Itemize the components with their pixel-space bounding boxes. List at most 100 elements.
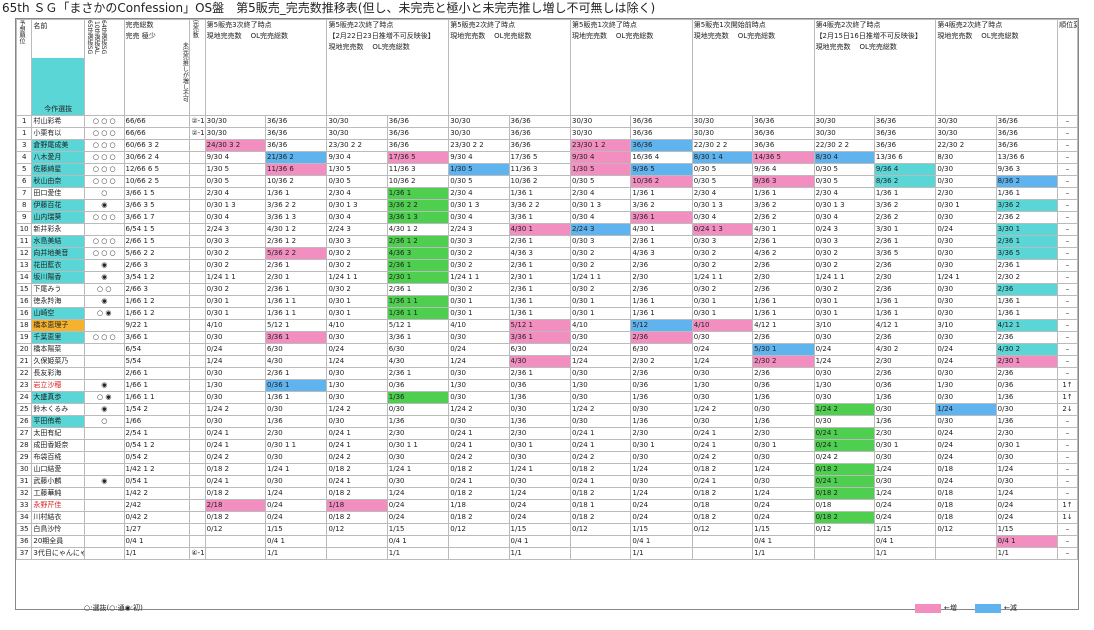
name-cell: 成田香姫奈 (31, 439, 86, 452)
sales-cell: 1/1 (873, 547, 937, 560)
sales-cell: 2/36 1 (386, 367, 450, 380)
sales-cell: 0/12 (326, 523, 388, 536)
sales-cell: 4/36 3 (508, 247, 572, 260)
flags-cell: ○ ◉ (84, 391, 125, 404)
sales-cell: 5/30 1 (752, 343, 815, 356)
sales-cell: 2/36 1 (264, 367, 328, 380)
sales-cell: 1/15 (264, 523, 328, 536)
sales-cell: 0/30 3 (813, 235, 875, 248)
sales-cell: 1/24 (326, 355, 388, 368)
sales-cell: 0/30 (204, 391, 267, 404)
sales-cell: 30/30 (691, 115, 754, 128)
total-cell: 60/66 3 2 (123, 139, 191, 152)
sales-cell: 1/1 (995, 547, 1059, 560)
sales-cell: 1/1 (508, 547, 572, 560)
sales-cell: 2/36 1 (508, 367, 572, 380)
sales-cell: 0/24 (569, 343, 632, 356)
sales-cell: 2/30 4 (448, 187, 510, 200)
sales-cell: 0/30 1 (752, 439, 815, 452)
sales-cell: 22/30 2 (935, 139, 997, 152)
sales-cell: 0/24 (264, 499, 328, 512)
sales-cell: 10/36 2 (386, 175, 450, 188)
sales-cell (326, 535, 388, 548)
name-cell: 八木愛月 (31, 151, 86, 164)
sales-cell: 9/36 3 (752, 175, 815, 188)
sales-cell: 2/36 2 (873, 211, 937, 224)
sales-cell: 3/36 2 (630, 199, 693, 212)
rank-change-cell: – (1057, 415, 1078, 428)
sales-cell: 30/30 (326, 127, 388, 140)
sales-cell: 0/12 (448, 523, 510, 536)
table-row: 1 小栗有以 ○ ○ ○ 66/66 ②-1 30/30 36/36 30/30 36/36 30… (15, 127, 1078, 140)
sales-cell: 0/30 (386, 451, 450, 464)
total-cell: 1/66 1 1 (123, 391, 191, 404)
sales-cell: 0/30 (386, 403, 450, 416)
sales-cell: 0/18 1 (569, 499, 632, 512)
sales-cell: 30/30 (448, 115, 510, 128)
sales-cell: 0/30 1 (569, 307, 632, 320)
sales-cell: 1/36 (995, 391, 1059, 404)
sales-cell: 0/24 2 (448, 451, 510, 464)
sales-cell: 36/36 (508, 127, 572, 140)
rank-cell: 7 (15, 187, 33, 200)
table-row: 4 八木愛月 ○ ○ ○ 30/66 2 4 9/30 4 21/36 2 9/30 4 17… (15, 151, 1078, 164)
kansoku-cell: ②-1 (189, 127, 206, 140)
rank-change-cell: – (1057, 283, 1078, 296)
sales-cell: 0/30 5 (569, 175, 632, 188)
sales-cell: 9/36 4 (752, 163, 815, 176)
rank-cell: 14 (15, 271, 33, 284)
sales-cell: 1/36 (752, 391, 815, 404)
current-selection-label: 今作選抜 (32, 104, 84, 115)
total-cell: 1/66 1 2 (123, 295, 191, 308)
sales-cell: 30/30 (935, 115, 997, 128)
sales-cell: 23/30 2 2 (326, 139, 388, 152)
sales-cell: 0/24 (873, 511, 937, 524)
sales-cell: 0/30 (204, 415, 267, 428)
sales-cell: 2/36 (630, 367, 693, 380)
name-cell: 小栗有以 (31, 127, 86, 140)
sales-cell: 30/30 (935, 127, 997, 140)
sales-cell: 2/36 1 (508, 235, 572, 248)
rank-cell: 5 (15, 163, 33, 176)
sales-cell: 0/30 (935, 391, 997, 404)
sales-cell: 0/30 1 (508, 439, 572, 452)
sales-cell: 36/36 (264, 127, 328, 140)
kansoku-cell: ②-1 (189, 115, 206, 128)
total-cell: 66/66 (123, 127, 191, 140)
sales-cell: 36/36 (264, 115, 328, 128)
sales-cell: 0/30 (569, 415, 632, 428)
sales-cell: 4/12 1 (873, 319, 937, 332)
table-row: 3 倉野尾成美 ○ ○ ○ 60/66 3 2 24/30 3 2 36/36 23/30 … (15, 139, 1078, 152)
rank-change-cell: – (1057, 295, 1078, 308)
sales-cell: 0/30 (448, 331, 510, 344)
sales-cell: 0/30 1 3 (813, 199, 875, 212)
sales-cell: 0/30 1 3 (326, 199, 388, 212)
total-cell: 6/54 (123, 343, 191, 356)
flags-cell (84, 547, 125, 560)
table-row: 1 村山彩希 ○ ○ ○ 66/66 ②-1 30/30 36/36 30/30 36/36 30… (15, 115, 1078, 128)
sales-cell: 1/24 (630, 487, 693, 500)
rank-change-cell: – (1057, 331, 1078, 344)
table-row: 12 向井地美音 ○ ○ ○ 5/66 2 2 0/30 2 5/36 2 2 0/30 2… (15, 247, 1078, 260)
sales-cell: 2/30 1 (386, 271, 450, 284)
sales-cell: 30/30 (813, 115, 875, 128)
sales-cell: 0/30 (264, 475, 328, 488)
total-cell: 1/27 (123, 523, 191, 536)
sales-cell: 0/30 (204, 367, 267, 380)
total-cell: 1/66 (123, 415, 191, 428)
sales-cell: 23/30 2 2 (448, 139, 510, 152)
sales-cell: 0/24 1 (448, 475, 510, 488)
sales-cell: 36/36 (630, 115, 693, 128)
table-row: 16 徳永羚海 ◉ 1/66 1 2 0/30 1 1/36 1 1 0/30 1 1/36 … (15, 295, 1078, 308)
sales-cell: 4/10 (326, 319, 388, 332)
sales-cell: 30/30 (204, 127, 267, 140)
sales-cell (569, 535, 632, 548)
sales-cell: 1/24 2 (448, 403, 510, 416)
sales-cell: 3/10 (935, 319, 997, 332)
header-flags: 65th選抜SG10th選抜AL64th選抜SG (84, 19, 125, 116)
flags-cell: ○ ○ ○ (84, 331, 125, 344)
rank-change-cell: – (1057, 187, 1078, 200)
sales-cell: 0/18 (935, 487, 997, 500)
table-row: 32 工藤華純 1/42 2 0/18 2 1/24 0/18 2 1/24 0/18 2 1/… (15, 487, 1078, 500)
sales-cell: 5/12 1 (386, 319, 450, 332)
